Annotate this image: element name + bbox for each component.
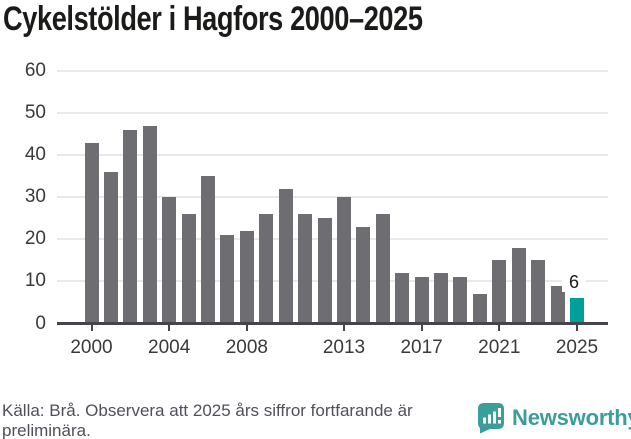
y-axis-label-50: 50 <box>24 102 46 124</box>
newsworthy-logo: Newsworthy <box>477 402 631 433</box>
source-note: Källa: Brå. Observera att 2025 års siffr… <box>2 401 472 439</box>
bar-2004 <box>162 197 177 324</box>
bar-2013 <box>336 197 351 324</box>
bar-2016 <box>395 273 410 324</box>
chart-title: Cykelstölder i Hagfors 2000–2025 <box>3 0 423 38</box>
x-axis-label-2017: 2017 <box>400 337 443 358</box>
x-tick-2021 <box>498 325 501 331</box>
bar-2020 <box>472 294 487 324</box>
bar-2017 <box>414 277 429 324</box>
y-axis-label-60: 60 <box>24 60 46 81</box>
x-axis-label-2025: 2025 <box>555 337 599 358</box>
bar-2009 <box>259 214 274 324</box>
y-axis-label-0: 0 <box>35 312 46 334</box>
bar-2019 <box>453 277 468 324</box>
bar-2010 <box>278 188 293 324</box>
y-axis-label-20: 20 <box>24 228 46 250</box>
x-tick-2013 <box>342 325 345 331</box>
x-axis-label-2000: 2000 <box>70 337 113 358</box>
x-tick-2025 <box>576 325 578 331</box>
y-axis-label-40: 40 <box>24 144 46 166</box>
bar-2025 <box>570 298 584 324</box>
source-note-line1: Källa: Brå. Observera att 2025 års siffr… <box>2 401 413 420</box>
bar-2012 <box>317 218 332 324</box>
x-tick-2008 <box>245 325 248 331</box>
gridline-30 <box>57 196 608 199</box>
bar-2021 <box>492 260 507 324</box>
bar-2006 <box>201 176 216 324</box>
bar-2015 <box>375 214 390 324</box>
bar-2007 <box>220 235 235 324</box>
x-axis-label-2021: 2021 <box>478 337 521 358</box>
x-axis-label-2013: 2013 <box>322 337 366 358</box>
source-note-line2: preliminära. <box>2 421 91 439</box>
newsworthy-bubble-chart-icon <box>478 402 504 433</box>
gridline-60 <box>57 70 608 72</box>
gridline-50 <box>57 112 608 115</box>
bar-2022 <box>511 247 526 324</box>
x-axis-label-2008: 2008 <box>225 337 268 358</box>
bar-2023 <box>531 260 546 324</box>
bar-2018 <box>434 273 449 324</box>
x-tick-2000 <box>90 325 93 331</box>
x-tick-2017 <box>420 325 423 331</box>
bar-2003 <box>142 125 157 324</box>
x-axis-line <box>57 322 608 325</box>
bar-2005 <box>181 214 196 324</box>
value-label-2025: 6 <box>562 273 586 293</box>
x-axis-label-2004: 2004 <box>148 337 191 358</box>
y-axis-label-10: 10 <box>24 270 46 292</box>
gridline-20 <box>57 238 608 241</box>
bar-2002 <box>123 129 138 324</box>
gridline-10 <box>57 280 608 283</box>
newsworthy-wordmark: Newsworthy <box>512 405 631 430</box>
bar-2001 <box>103 172 118 324</box>
bar-2024 <box>550 285 565 324</box>
gridline-40 <box>57 154 608 157</box>
bar-chart-plot-area: 0 10 20 30 40 50 60 2000 2004 2008 2013 2017 2021 202… <box>24 60 608 358</box>
y-axis-label-30: 30 <box>24 186 46 208</box>
bar-2008 <box>239 230 254 324</box>
bar-2014 <box>356 226 371 324</box>
bar-2011 <box>298 214 313 324</box>
x-tick-2004 <box>168 325 171 331</box>
bar-2000 <box>84 142 99 324</box>
